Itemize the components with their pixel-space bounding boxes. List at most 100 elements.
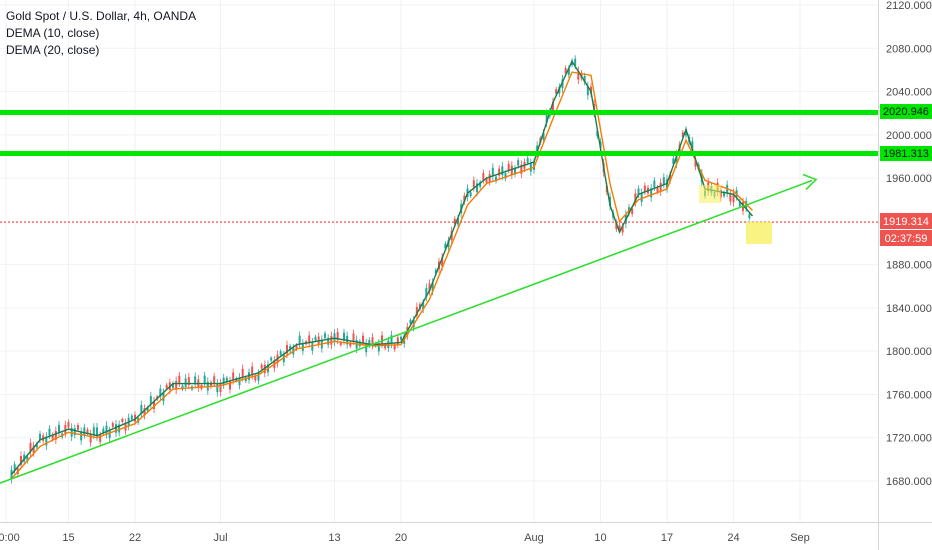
candle-body xyxy=(232,372,235,381)
candle-body xyxy=(723,192,725,197)
candle-body xyxy=(73,428,76,436)
candle-body xyxy=(105,425,108,435)
candle-body xyxy=(92,427,95,436)
candle-body xyxy=(384,344,387,349)
dema-20-line xyxy=(10,71,754,480)
candle-body xyxy=(390,335,393,344)
x-tick-label: 20 xyxy=(395,532,407,544)
indicator-dema-10[interactable]: DEMA (10, close) xyxy=(6,26,100,40)
candle-body xyxy=(184,378,187,387)
candle-body xyxy=(415,307,418,316)
candle-body xyxy=(729,193,732,202)
level-label-2020: 2020.946 xyxy=(883,106,929,118)
indicator-dema-20[interactable]: DEMA (20, close) xyxy=(6,43,100,57)
candle-body xyxy=(83,427,86,435)
candle-body xyxy=(514,167,516,175)
candle-body xyxy=(45,436,48,446)
candle-body xyxy=(504,173,507,179)
candle-body xyxy=(656,187,659,192)
candle-body xyxy=(181,385,184,390)
candle-body xyxy=(409,319,412,324)
candle-body xyxy=(96,427,98,437)
candle-body xyxy=(517,160,520,166)
x-tick-label: 15 xyxy=(62,532,74,544)
candle-body xyxy=(77,425,79,430)
arrow-head-icon xyxy=(802,173,818,191)
candle-body xyxy=(146,407,149,412)
x-tick-label: 24 xyxy=(727,532,739,544)
candle-body xyxy=(10,470,13,480)
candle-body xyxy=(631,208,634,215)
countdown-label: 02:37:59 xyxy=(885,233,928,245)
level-label-box xyxy=(880,146,932,161)
countdown-box xyxy=(880,230,932,246)
candle-body xyxy=(542,132,545,140)
candle-body xyxy=(485,178,488,183)
candle-body xyxy=(134,414,136,422)
candle-body xyxy=(381,335,383,344)
candle-body xyxy=(491,167,494,177)
candle-body xyxy=(32,445,35,453)
candle-body xyxy=(453,218,456,225)
candle-body xyxy=(39,433,41,441)
candle-body xyxy=(732,193,735,203)
candlesticks xyxy=(10,55,751,484)
candle-body xyxy=(694,159,697,167)
y-tick-label: 1680.000 xyxy=(886,476,932,488)
candle-body xyxy=(121,418,124,422)
candle-body xyxy=(472,180,475,188)
candle-body xyxy=(396,337,399,345)
candle-body xyxy=(662,177,665,185)
candle-body xyxy=(650,188,653,198)
candle-body xyxy=(89,434,92,443)
candle-body xyxy=(86,429,89,434)
candle-body xyxy=(476,183,478,193)
candle-body xyxy=(444,243,447,249)
candle-body xyxy=(54,430,57,440)
candle-body xyxy=(143,408,146,416)
candle-body xyxy=(118,424,121,433)
candle-body xyxy=(187,377,190,386)
price-scale[interactable]: 1680.000 1720.000 1760.000 1800.000 1840.000… xyxy=(878,0,932,550)
y-tick-label: 1760.000 xyxy=(886,389,932,401)
candle-body xyxy=(343,332,345,341)
candle-body xyxy=(213,376,216,384)
candle-body xyxy=(172,383,174,388)
candle-body xyxy=(498,168,501,176)
candle-body xyxy=(672,158,675,164)
candle-body xyxy=(738,201,741,207)
candle-body xyxy=(691,141,694,151)
candle-body xyxy=(99,434,102,442)
candle-body xyxy=(564,68,567,74)
y-tick-label: 2080.000 xyxy=(886,43,932,55)
time-scale[interactable]: 00:00 15 22 Jul 13 20 Aug 10 17 24 Sep xyxy=(0,522,932,545)
candle-body xyxy=(130,415,133,420)
candle-body xyxy=(298,335,301,345)
level-label-box xyxy=(880,104,932,119)
candle-body xyxy=(365,343,368,353)
candle-body xyxy=(80,431,83,441)
candle-body xyxy=(286,344,288,354)
candle-body xyxy=(371,337,374,346)
candle-body xyxy=(241,368,244,378)
support-level-line[interactable] xyxy=(0,151,878,156)
y-tick-label: 2040.000 xyxy=(886,87,932,99)
candle-body xyxy=(29,442,32,452)
uptrend-line[interactable] xyxy=(0,179,813,484)
candle-body xyxy=(203,375,206,384)
candle-body xyxy=(479,182,482,187)
candle-body xyxy=(67,422,70,428)
candle-body xyxy=(336,332,339,341)
candle-body xyxy=(339,342,342,346)
candle-body xyxy=(441,257,444,267)
candle-body xyxy=(333,333,336,342)
candle-body xyxy=(368,340,371,346)
highlight-box xyxy=(746,222,772,244)
candle-body xyxy=(507,163,510,171)
y-tick-label: 1720.000 xyxy=(886,433,932,445)
y-tick-label: 1840.000 xyxy=(886,303,932,315)
candle-body xyxy=(254,375,257,381)
resistance-level-line[interactable] xyxy=(0,110,878,115)
